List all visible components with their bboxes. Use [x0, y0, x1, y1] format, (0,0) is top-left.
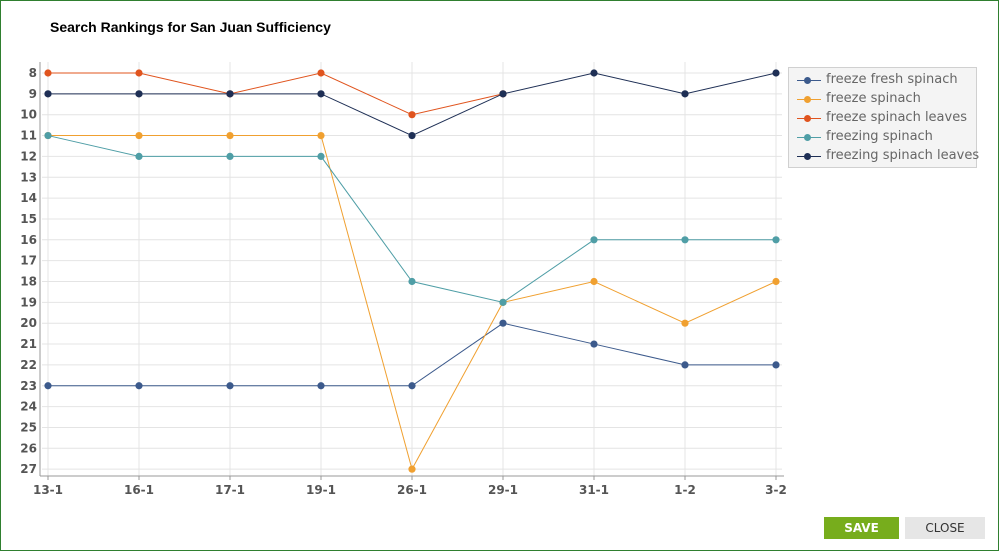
- y-tick-label: 15: [20, 212, 37, 226]
- y-tick-label: 13: [20, 170, 37, 184]
- data-point: [135, 382, 143, 390]
- legend-label: freeze fresh spinach: [826, 72, 958, 87]
- data-point: [135, 152, 143, 160]
- y-tick-label: 19: [20, 295, 37, 309]
- data-point: [226, 382, 234, 390]
- y-tick-label: 21: [20, 337, 37, 351]
- x-tick-label: 13-1: [33, 483, 63, 497]
- x-tick-label: 3-2: [765, 483, 787, 497]
- legend-marker: [804, 77, 811, 84]
- data-point: [590, 277, 598, 286]
- x-tick-label: 29-1: [488, 483, 518, 497]
- legend-item[interactable]: freeze fresh spinach: [793, 71, 973, 90]
- y-tick-label: 14: [20, 191, 37, 205]
- data-point: [226, 152, 234, 160]
- data-point: [317, 382, 325, 390]
- x-tick-label: 16-1: [124, 483, 154, 497]
- data-point: [681, 319, 689, 327]
- data-point: [408, 277, 416, 286]
- save-button[interactable]: SAVE: [824, 517, 899, 539]
- data-point: [44, 131, 52, 140]
- chart-axes: 8 9 10 11 12 13 14 15 16 17 18 19 20 21 22 23 24 25 26 27 13…: [20, 62, 787, 497]
- data-point: [681, 90, 689, 98]
- x-tick-label: 26-1: [397, 483, 427, 497]
- data-point: [408, 131, 416, 140]
- y-tick-label: 27: [20, 462, 37, 476]
- data-point: [226, 131, 234, 140]
- x-tick-label: 17-1: [215, 483, 245, 497]
- data-point: [681, 361, 689, 369]
- data-point: [408, 465, 416, 473]
- legend-marker: [804, 153, 811, 160]
- data-point: [590, 69, 598, 77]
- data-point: [772, 277, 780, 286]
- y-tick-label: 22: [20, 358, 37, 372]
- chart-title: Search Rankings for San Juan Sufficiency: [50, 19, 331, 35]
- data-point: [408, 111, 416, 119]
- x-tick-label: 1-2: [674, 483, 696, 497]
- legend-item[interactable]: freeze spinach leaves: [793, 109, 973, 128]
- legend-label: freezing spinach: [826, 129, 933, 144]
- chart-legend: freeze fresh spinach freeze spinach freeze…: [788, 67, 979, 168]
- data-point: [317, 152, 325, 160]
- y-tick-label: 17: [20, 254, 37, 268]
- y-tick-label: 24: [20, 400, 37, 414]
- data-point: [44, 90, 52, 98]
- data-point: [226, 90, 234, 98]
- y-tick-label: 16: [20, 233, 37, 247]
- x-tick-label: 31-1: [579, 483, 609, 497]
- close-button[interactable]: CLOSE: [905, 517, 985, 539]
- data-point: [317, 90, 325, 98]
- data-point: [135, 69, 143, 77]
- series-line: [48, 72, 504, 116]
- chart-series: [44, 69, 780, 473]
- data-point: [44, 382, 52, 390]
- data-point: [135, 131, 143, 140]
- series-3: [44, 131, 780, 306]
- series-4: [44, 69, 780, 140]
- legend-item[interactable]: freezing spinach: [793, 128, 973, 147]
- y-tick-label: 23: [20, 379, 37, 393]
- chart-grid: [42, 62, 782, 476]
- y-tick-label: 10: [20, 108, 37, 122]
- legend-marker: [804, 115, 811, 122]
- legend-marker: [804, 96, 811, 103]
- y-tick-label: 9: [29, 87, 37, 101]
- data-point: [499, 319, 507, 327]
- data-point: [499, 298, 507, 306]
- data-point: [772, 361, 780, 369]
- legend-label: freeze spinach leaves: [826, 110, 967, 125]
- data-point: [772, 236, 780, 244]
- data-point: [44, 69, 52, 77]
- legend-item[interactable]: freezing spinach leaves: [793, 147, 979, 166]
- y-tick-label: 26: [20, 441, 37, 455]
- data-point: [408, 382, 416, 390]
- y-tick-label: 20: [20, 316, 37, 330]
- legend-label: freeze spinach: [826, 91, 921, 106]
- data-point: [499, 90, 507, 98]
- data-point: [317, 69, 325, 77]
- data-point: [681, 236, 689, 244]
- y-tick-label: 8: [29, 66, 37, 80]
- y-tick-label: 25: [20, 420, 37, 434]
- x-tick-label: 19-1: [306, 483, 336, 497]
- data-point: [772, 69, 780, 77]
- data-point: [590, 340, 598, 348]
- legend-label: freezing spinach leaves: [826, 148, 980, 163]
- data-point: [590, 236, 598, 244]
- series-0: [44, 319, 780, 390]
- data-point: [317, 131, 325, 140]
- legend-marker: [804, 134, 811, 141]
- data-point: [135, 90, 143, 98]
- legend-item[interactable]: freeze spinach: [793, 90, 973, 109]
- y-tick-label: 12: [20, 149, 37, 163]
- y-tick-label: 11: [20, 129, 37, 143]
- y-tick-label: 18: [20, 275, 37, 289]
